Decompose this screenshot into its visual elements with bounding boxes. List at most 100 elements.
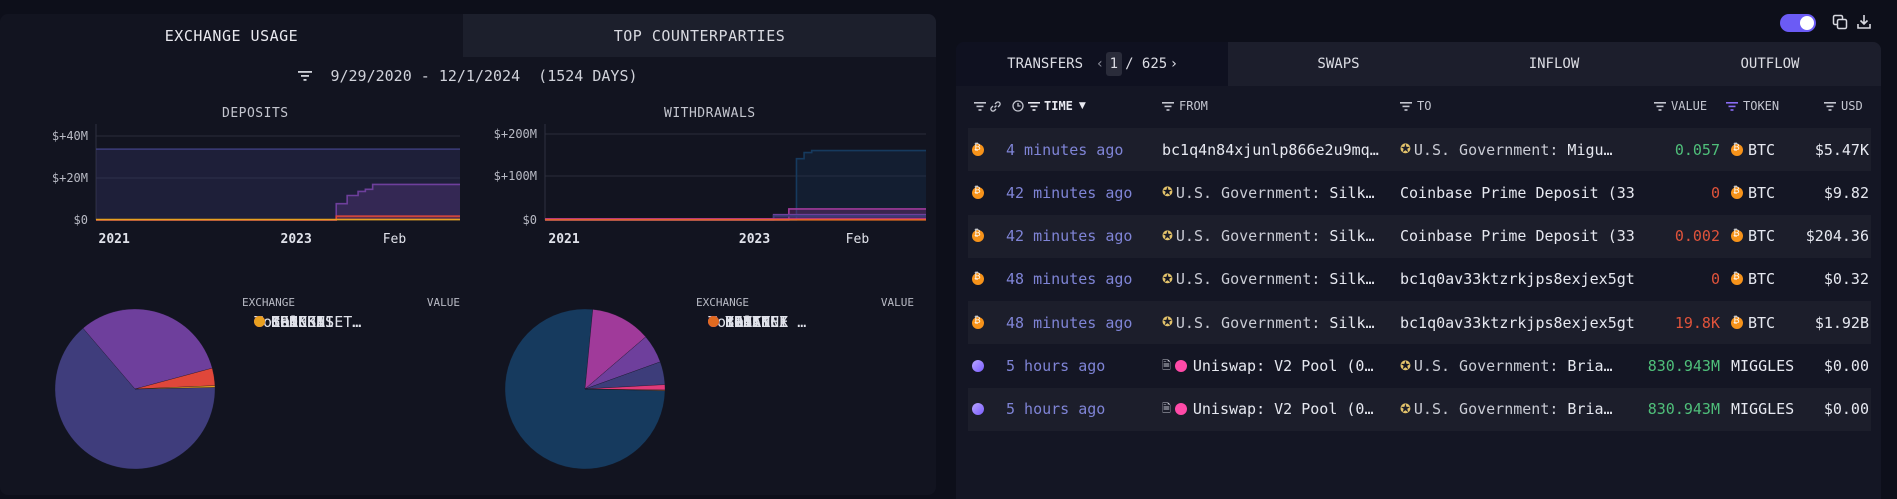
to-cell[interactable]: Coinbase Prime Deposit (33 xyxy=(1400,171,1636,214)
filter-icon[interactable] xyxy=(1654,101,1666,111)
value-text: 830.943M xyxy=(1647,357,1720,375)
column-usd-label: USD xyxy=(1841,99,1863,113)
table-row[interactable]: 48 minutes ago ✪U.S. Government: Silk… bc1… xyxy=(968,258,1871,301)
tab-exchange-usage[interactable]: EXCHANGE USAGE xyxy=(0,14,463,57)
chevron-left-icon[interactable]: ‹ xyxy=(1097,56,1103,72)
legend-color-dot xyxy=(254,316,265,328)
clock-icon xyxy=(1012,86,1024,126)
area-kraken xyxy=(96,149,460,220)
to-cell[interactable]: Coinbase Prime Deposit (33 xyxy=(1400,215,1636,258)
tab-swaps[interactable]: SWAPS xyxy=(1228,42,1449,86)
bitcoin-icon xyxy=(1731,315,1743,329)
table-row[interactable]: 42 minutes ago ✪U.S. Government: Silk… Coi… xyxy=(968,214,1871,258)
to-cell[interactable]: bc1q0av33ktzrkjps8exjex5gt xyxy=(1400,258,1636,301)
from-cell[interactable]: ✪ U.S. Government: Silk… xyxy=(1162,258,1388,301)
to-entity: U.S. Government: xyxy=(1413,357,1559,375)
tab-top-counterparties[interactable]: TOP COUNTERPARTIES xyxy=(463,14,936,57)
token-cell[interactable]: BTC xyxy=(1731,215,1775,258)
to-cell[interactable]: ✪ U.S. Government: Migu… xyxy=(1400,128,1636,171)
x-tick-label: 2021 xyxy=(548,232,579,247)
value-cell: 0.002 xyxy=(1636,215,1720,258)
from-cell[interactable]: bc1q4n84xjunlp866e2u9mq… xyxy=(1162,128,1388,171)
legend-value-header: VALUE xyxy=(426,296,460,309)
time-cell[interactable]: 4 minutes ago xyxy=(1006,128,1123,171)
time-cell[interactable]: 48 minutes ago xyxy=(1006,258,1132,301)
filter-icon[interactable] xyxy=(974,86,986,126)
legend-label: Total xyxy=(708,312,754,331)
table-row[interactable]: 5 hours ago 🗎 Uniswap: V2 Pool (0… ✪ U.S. Go… xyxy=(968,345,1871,388)
time-cell[interactable]: 42 minutes ago xyxy=(1006,215,1132,258)
filter-icon[interactable] xyxy=(298,67,313,85)
filter-icon[interactable] xyxy=(1400,101,1412,111)
column-to[interactable]: TO xyxy=(1400,86,1431,126)
token-symbol: MIGGLES xyxy=(1731,357,1795,375)
view-toggle[interactable] xyxy=(1780,14,1816,32)
to-entity: U.S. Government: xyxy=(1413,400,1559,419)
link-icon[interactable] xyxy=(990,86,1001,126)
column-from[interactable]: FROM xyxy=(1162,86,1208,126)
column-time[interactable]: TIME ▼ xyxy=(1028,86,1086,126)
from-cell[interactable]: ✪ U.S. Government: Silk… xyxy=(1162,215,1388,258)
time-cell[interactable]: 5 hours ago xyxy=(1006,388,1105,431)
column-usd[interactable]: USD xyxy=(1824,86,1863,126)
column-token[interactable]: TOKEN xyxy=(1726,86,1779,126)
toggle-knob xyxy=(1800,16,1814,30)
token-cell[interactable]: BTC xyxy=(1731,128,1775,171)
time-cell[interactable]: 5 hours ago xyxy=(1006,345,1105,388)
legend-row[interactable]: Total$54.21M (100%) xyxy=(254,312,936,332)
filter-icon[interactable] xyxy=(1824,101,1836,111)
page-number[interactable]: 1 xyxy=(1105,52,1123,76)
filter-icon[interactable] xyxy=(1162,101,1174,111)
government-seal-icon: ✪ xyxy=(1162,185,1173,201)
from-cell[interactable]: ✪ U.S. Government: Silk… xyxy=(1162,301,1388,344)
token-cell[interactable]: BTC xyxy=(1731,258,1775,301)
legend-row[interactable]: BITTREX$271.67K (0%) xyxy=(708,312,936,332)
token-cell[interactable]: MIGGLES xyxy=(1731,388,1794,431)
uniswap-logo-icon xyxy=(1174,360,1187,372)
tab-inflow[interactable]: INFLOW xyxy=(1449,42,1659,86)
to-cell[interactable]: ✪ U.S. Government: Bria… xyxy=(1400,345,1636,388)
table-row[interactable]: 4 minutes ago bc1q4n84xjunlp866e2u9mq… ✪U.… xyxy=(968,128,1871,171)
column-from-label: FROM xyxy=(1179,99,1208,113)
download-icon[interactable] xyxy=(1856,14,1874,32)
bitcoin-icon xyxy=(1731,271,1743,286)
token-symbol: MIGGLES xyxy=(1731,400,1795,419)
to-cell[interactable]: ✪ U.S. Government: Bria… xyxy=(1400,388,1636,431)
table-row[interactable]: 42 minutes ago ✪U.S. Government: Silk… Coi… xyxy=(968,171,1871,214)
legend-label: BITTREX xyxy=(725,312,789,331)
copy-icon[interactable] xyxy=(1832,14,1850,32)
token-symbol: BTC xyxy=(1748,270,1776,289)
value-cell: 0.057 xyxy=(1636,128,1720,171)
token-cell[interactable]: BTC xyxy=(1731,171,1775,214)
legend-label: BINANCE xyxy=(725,312,789,331)
filter-icon[interactable] xyxy=(1028,101,1040,111)
legend-row[interactable]: COINBASE …$194.96K (0%) xyxy=(254,312,936,332)
time-cell[interactable]: 48 minutes ago xyxy=(1006,301,1132,344)
sort-desc-icon[interactable]: ▼ xyxy=(1078,101,1086,111)
tab-outflow[interactable]: OUTFLOW xyxy=(1659,42,1881,86)
pie-slice-kraken[interactable] xyxy=(54,327,216,470)
pie-slice-coinbase-[interactable] xyxy=(134,385,216,390)
filter-icon[interactable] xyxy=(1726,101,1738,111)
table-row[interactable]: 5 hours ago 🗎 Uniswap: V2 Pool (0… ✪ U.S. Go… xyxy=(968,387,1871,431)
legend-row[interactable]: Total$222.56M (100%) xyxy=(708,312,936,332)
column-value[interactable]: VALUE xyxy=(1654,86,1707,126)
from-cell[interactable]: 🗎 Uniswap: V2 Pool (0… xyxy=(1162,388,1388,431)
chevron-right-icon[interactable]: › xyxy=(1171,56,1177,72)
pie-slice-blockfi[interactable] xyxy=(82,308,213,390)
table-row[interactable]: 48 minutes ago ✪U.S. Government: Silk… bc1… xyxy=(968,301,1871,345)
pie-slice-bittrex[interactable] xyxy=(584,388,666,391)
token-cell[interactable]: MIGGLES xyxy=(1731,345,1794,388)
to-cell[interactable]: bc1q0av33ktzrkjps8exjex5gt xyxy=(1400,301,1636,344)
token-cell[interactable]: BTC xyxy=(1731,301,1775,344)
column-time-label: TIME xyxy=(1044,99,1073,113)
from-cell[interactable]: ✪ U.S. Government: Silk… xyxy=(1162,171,1388,214)
time-cell[interactable]: 42 minutes ago xyxy=(1006,171,1132,214)
pie-slice-binance-[interactable] xyxy=(584,309,646,390)
from-cell[interactable]: 🗎 Uniswap: V2 Pool (0… xyxy=(1162,345,1388,388)
legend-label: KRAKEN xyxy=(725,312,780,331)
tab-transfers[interactable]: TRANSFERS ‹ 1 / 625 › xyxy=(956,42,1228,86)
legend-name: Total xyxy=(254,313,299,331)
bitcoin-icon xyxy=(972,185,984,199)
x-tick-label: 2023 xyxy=(739,232,770,247)
